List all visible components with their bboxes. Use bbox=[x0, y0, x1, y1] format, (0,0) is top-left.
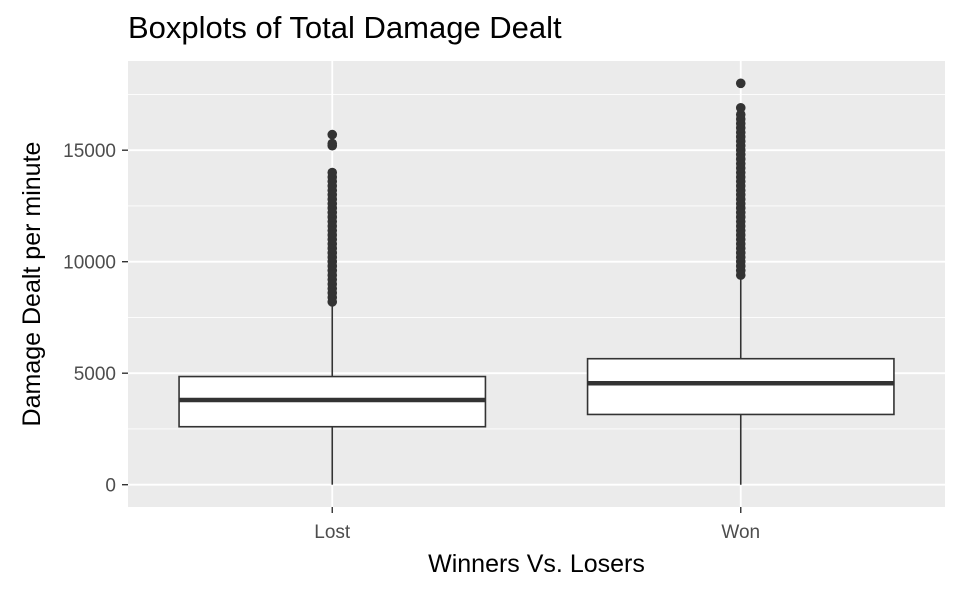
outlier-point bbox=[735, 103, 746, 113]
x-axis-title: Winners Vs. Losers bbox=[428, 550, 645, 578]
outlier-point bbox=[327, 138, 338, 149]
plot-panel bbox=[128, 61, 945, 507]
chart-title: Boxplots of Total Damage Dealt bbox=[128, 10, 562, 45]
boxes bbox=[178, 78, 895, 485]
box-won bbox=[586, 78, 895, 485]
outlier-point bbox=[735, 78, 746, 89]
y-axis-title: Damage Dealt per minute bbox=[18, 142, 46, 427]
y-tick-label: 0 bbox=[105, 476, 116, 497]
outlier-point bbox=[735, 109, 746, 120]
box-lost bbox=[178, 129, 487, 485]
y-tick-label: 5000 bbox=[74, 364, 116, 385]
x-tick-label: Lost bbox=[314, 522, 351, 543]
y-tick-label: 10000 bbox=[63, 253, 116, 274]
outlier-point bbox=[327, 167, 338, 178]
outlier-point bbox=[327, 129, 338, 140]
axes: 0 5000 10000 15000 Lost Won bbox=[63, 141, 760, 543]
y-tick-label: 15000 bbox=[63, 141, 116, 162]
x-tick-label: Won bbox=[721, 522, 760, 543]
iqr-box bbox=[586, 357, 895, 416]
